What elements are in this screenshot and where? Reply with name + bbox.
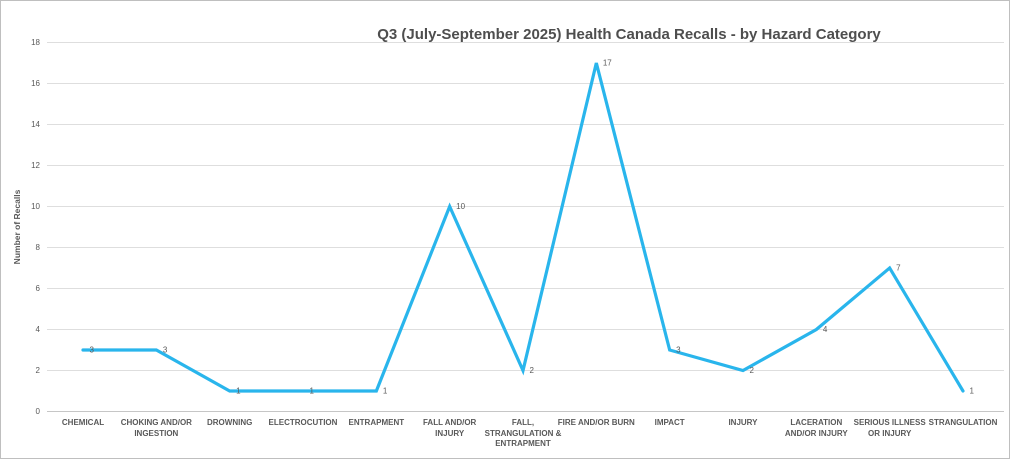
data-label: 1	[236, 387, 241, 396]
x-axis-category-label: FALL AND/OR INJURY	[422, 418, 477, 438]
data-label: 1	[969, 387, 974, 396]
y-tick-label: 0	[36, 407, 41, 416]
data-label: 3	[163, 346, 168, 355]
y-tick-label: 2	[36, 366, 41, 375]
data-label: 3	[90, 346, 95, 355]
data-label: 1	[309, 387, 314, 396]
x-axis-category-label: IMPACT	[654, 418, 685, 427]
y-tick-label: 4	[36, 325, 41, 334]
series-line	[81, 62, 965, 393]
y-tick-label: 6	[36, 284, 41, 293]
x-axis-category-label: SERIOUS ILLNESS OR INJURY	[853, 418, 926, 438]
x-axis-category-label: ENTRAPMENT	[348, 418, 405, 427]
x-axis-category-label: LACERATION AND/OR INJURY	[784, 418, 848, 438]
data-label: 1	[383, 387, 388, 396]
y-tick-label: 18	[31, 38, 40, 47]
y-tick-label: 10	[31, 202, 40, 211]
y-tick-label: 12	[31, 161, 40, 170]
data-label: 4	[823, 325, 828, 334]
x-axis-category-label: FIRE AND/OR BURN	[557, 418, 635, 427]
x-axis-category-label: DROWNING	[206, 418, 253, 427]
x-axis-category-label: STRANGULATION	[928, 418, 998, 427]
x-axis-category-label: FALL, STRANGULATION & ENTRAPMENT	[484, 418, 562, 448]
y-tick-label: 14	[31, 120, 40, 129]
x-axis-category-label: INJURY	[728, 418, 758, 427]
data-label: 10	[456, 202, 465, 211]
x-axis-category-label: CHOKING AND/OR INGESTION	[120, 418, 192, 438]
data-label: 3	[676, 346, 681, 355]
data-label: 2	[529, 366, 534, 375]
x-axis-category-label: CHEMICAL	[61, 418, 105, 427]
y-tick-label: 16	[31, 79, 40, 88]
chart-title: Q3 (July-September 2025) Health Canada R…	[377, 26, 881, 43]
y-tick-label: 8	[36, 243, 41, 252]
x-axis-category-label: ELECTROCUTION	[268, 418, 338, 427]
data-label: 2	[749, 366, 754, 375]
data-label: 7	[896, 264, 901, 273]
data-label: 17	[603, 59, 612, 68]
